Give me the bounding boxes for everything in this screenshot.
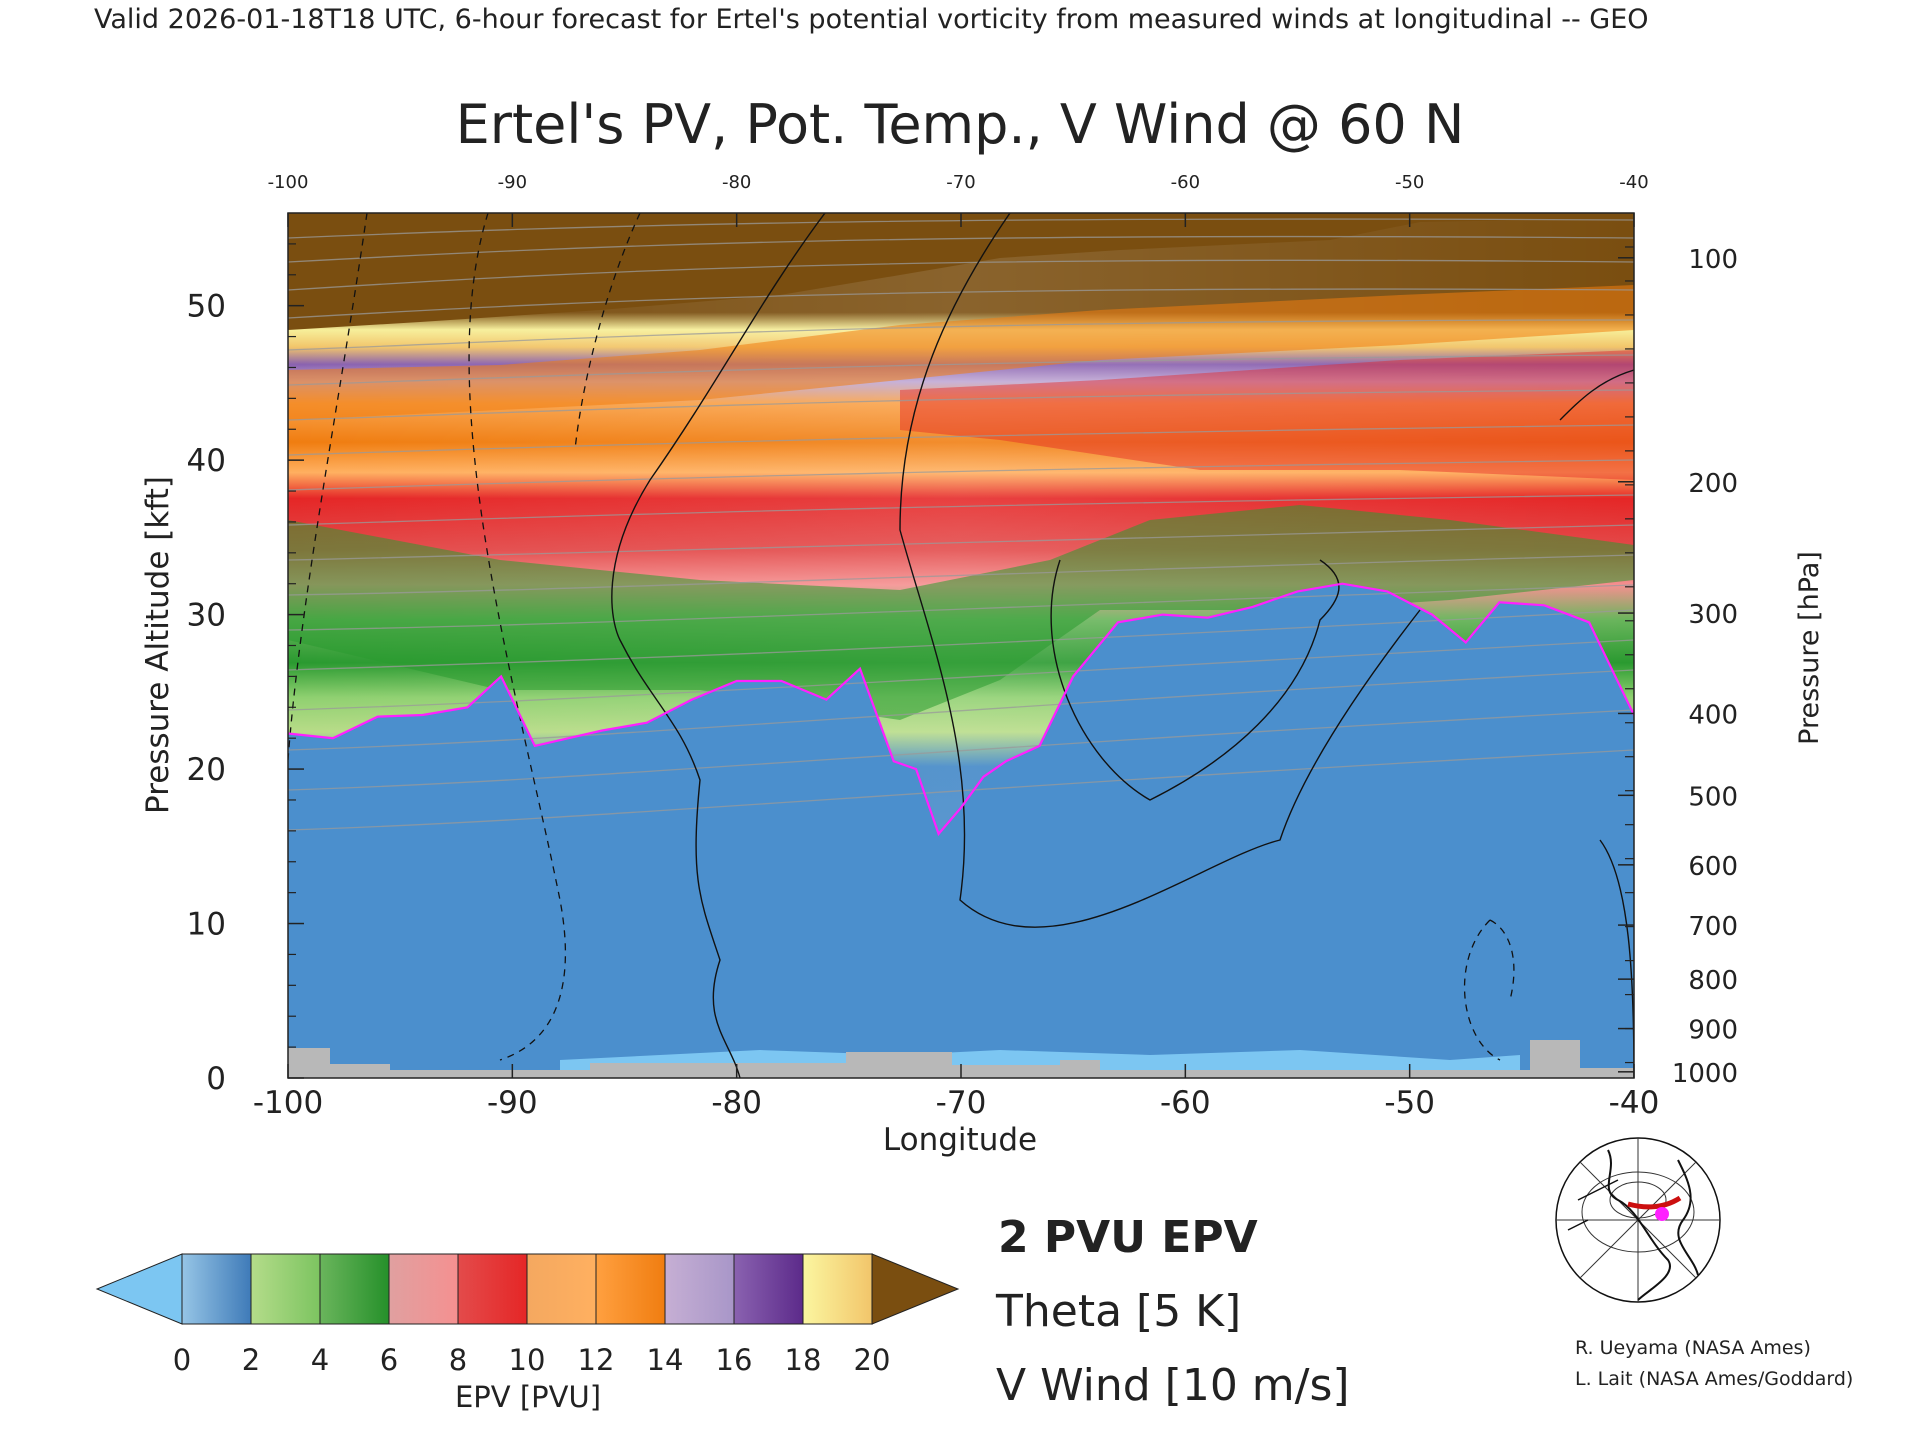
x-top-tick-label: -100 [268,172,309,193]
x-axis: -100 -90 -80 -70 -60 -50 -40 [253,1064,1660,1121]
y-axis-left: 0 10 20 30 40 50 [187,289,304,1097]
y-tick-label: 10 [187,907,226,943]
theta-contours [288,218,1634,831]
x-tick-label: -90 [487,1085,538,1121]
colorbar-tick-label: 14 [647,1343,684,1377]
chart-title: Ertel's PV, Pot. Temp., V Wind @ 60 N [456,93,1465,156]
legend-theta: Theta [5 K] [995,1286,1241,1337]
epv-green-layer [288,505,1634,720]
x-axis-label: Longitude [883,1122,1037,1158]
p-tick-label: 300 [1688,600,1738,630]
colorbar-segment [250,1253,321,1325]
x-tick-label: -60 [1160,1085,1211,1121]
colorbar-segment [526,1253,597,1325]
v-wind-contours [611,213,1634,1078]
colorbar-over-arrow [871,1253,960,1325]
y-tick-label: 40 [187,443,226,479]
colorbar-segment [388,1253,459,1325]
p-tick-label: 200 [1688,469,1738,499]
p-tick-label: 900 [1688,1016,1738,1046]
colorbar-tick-label: 18 [785,1343,822,1377]
x-top-tick-label: -60 [1171,172,1200,193]
colorbar-tick-label: 0 [173,1343,191,1377]
right-minor-ticks [1625,246,1634,1064]
x-tick-label: -50 [1384,1085,1435,1121]
y-tick-label: 50 [187,289,226,325]
x-axis-top: -100 -90 -80 -70 -60 -50 -40 [268,172,1649,227]
colorbar-tick-label: 20 [854,1343,891,1377]
x-top-tick-label: -40 [1619,172,1648,193]
colorbar-segment [802,1253,873,1325]
p-tick-label: 100 [1688,245,1738,275]
y-axis-right: 100 200 300 400 500 600 700 800 900 1000 [1618,245,1738,1089]
colorbar-under-arrow [95,1253,183,1325]
location-marker [1655,1207,1669,1221]
colorbar [95,1253,960,1325]
plot-area [288,213,1634,1078]
globe-map-icon [1555,1137,1721,1303]
credit-line-1: R. Ueyama (NASA Ames) [1575,1337,1811,1359]
x-tick-label: -100 [253,1085,323,1121]
colorbar-segment [595,1253,666,1325]
colorbar-ticks: 0 2 4 6 8 10 12 14 16 18 20 [173,1343,891,1377]
colorbar-tick-label: 2 [242,1343,260,1377]
colorbar-segment [457,1253,528,1325]
section-line [1627,1195,1682,1210]
x-tick-label: -70 [936,1085,987,1121]
colorbar-segment [319,1253,390,1325]
epv-troposphere [288,583,1634,1078]
p-tick-label: 1000 [1672,1059,1738,1089]
x-top-tick-label: -70 [946,172,975,193]
pv-2pvu-line [288,582,1634,837]
x-top-tick-label: -50 [1395,172,1424,193]
valid-line: Valid 2026-01-18T18 UTC, 6-hour forecast… [94,4,1649,35]
y-axis-right-label: Pressure [hPa] [1794,551,1825,745]
colorbar-tick-label: 10 [509,1343,546,1377]
y-tick-label: 20 [187,752,226,788]
legend-wind: V Wind [10 m/s] [996,1360,1350,1411]
epv-red-lobe [900,350,1634,480]
epv-orange-band [288,285,1634,420]
p-tick-label: 500 [1688,782,1738,812]
left-minor-ticks [288,243,296,1048]
y-axis-label: Pressure Altitude [kft] [140,476,176,814]
x-tick-label: -40 [1609,1085,1660,1121]
y-tick-label: 0 [206,1061,226,1097]
colorbar-segment [733,1253,804,1325]
colorbar-tick-label: 8 [449,1343,467,1377]
colorbar-tick-label: 6 [380,1343,398,1377]
legend-pv: 2 PVU EPV [998,1212,1258,1263]
colorbar-tick-label: 16 [716,1343,753,1377]
p-tick-label: 400 [1688,700,1738,730]
x-top-tick-label: -80 [722,172,751,193]
p-tick-label: 700 [1688,912,1738,942]
v-wind-neg-contours [288,213,1515,1061]
terrain [288,1040,1634,1078]
x-tick-label: -80 [711,1085,762,1121]
colorbar-label: EPV [PVU] [455,1380,601,1414]
colorbar-segment [181,1253,252,1325]
credit-line-2: L. Lait (NASA Ames/Goddard) [1575,1368,1853,1390]
colorbar-tick-label: 4 [311,1343,329,1377]
p-tick-label: 600 [1688,852,1738,882]
colorbar-tick-label: 12 [578,1343,615,1377]
y-tick-label: 30 [187,598,226,634]
x-top-tick-label: -90 [498,172,527,193]
colorbar-segment [664,1253,735,1325]
p-tick-label: 800 [1688,966,1738,996]
